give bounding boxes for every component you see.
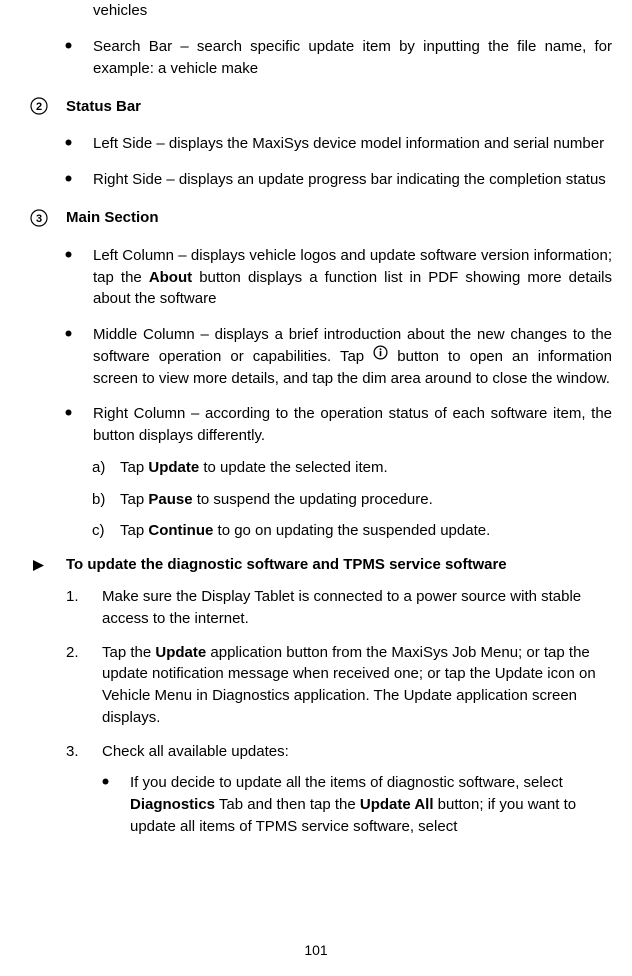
bullet-dot-icon xyxy=(65,403,73,447)
s2-item-0: Left Side – displays the MaxiSys device … xyxy=(93,133,612,155)
s3-left-column-text: Left Column – displays vehicle logos and… xyxy=(93,245,612,310)
bullet-dot-icon xyxy=(65,245,73,310)
triangle-icon xyxy=(32,556,46,576)
bullet-dot-icon xyxy=(65,169,73,191)
step-1-text: Make sure the Display Tablet is connecte… xyxy=(102,586,612,630)
text-span: Tap xyxy=(120,491,148,508)
text-span: Tap xyxy=(120,522,148,539)
sub-item-b: b) Tap Pause to suspend the updating pro… xyxy=(30,489,612,511)
letter-b: b) xyxy=(92,489,120,511)
num-1: 1. xyxy=(66,586,90,630)
continue-bold: Continue xyxy=(148,522,213,539)
step-2: 2. Tap the Update application button fro… xyxy=(30,642,612,729)
procedure-title: To update the diagnostic software and TP… xyxy=(66,556,507,573)
pause-bold: Pause xyxy=(148,491,192,508)
section-2-title: Status Bar xyxy=(66,98,141,115)
list-item: Right Side – displays an update progress… xyxy=(30,169,612,191)
text-span: Tab and then tap the xyxy=(215,796,360,813)
text-span: to update the selected item. xyxy=(199,459,387,476)
list-item: Search Bar – search specific update item… xyxy=(30,36,612,80)
sub-a-text: Tap Update to update the selected item. xyxy=(120,457,612,479)
info-icon xyxy=(373,345,388,367)
nested-item-text: If you decide to update all the items of… xyxy=(130,772,612,837)
svg-text:2: 2 xyxy=(36,101,42,113)
section-3-title: Main Section xyxy=(66,209,159,226)
s2-item-1: Right Side – displays an update progress… xyxy=(93,169,612,191)
letter-c: c) xyxy=(92,520,120,542)
update-all-bold: Update All xyxy=(360,796,434,813)
sub-item-c: c) Tap Continue to go on updating the su… xyxy=(30,520,612,542)
sub-b-text: Tap Pause to suspend the updating proced… xyxy=(120,489,612,511)
num-3: 3. xyxy=(66,741,90,763)
list-item: Right Column – according to the operatio… xyxy=(30,403,612,447)
step-3-text: Check all available updates: xyxy=(102,741,612,763)
bullet-dot-icon xyxy=(102,772,110,837)
s3-right-column-text: Right Column – according to the operatio… xyxy=(93,403,612,447)
page: vehicles Search Bar – search specific up… xyxy=(0,0,632,976)
step-3: 3. Check all available updates: xyxy=(30,741,612,763)
step-1: 1. Make sure the Display Tablet is conne… xyxy=(30,586,612,630)
about-bold: About xyxy=(149,269,192,286)
section-3-header: 3 Main Section xyxy=(30,209,612,227)
bullet-dot-icon xyxy=(65,36,73,80)
vehicles-fragment-text: vehicles xyxy=(93,0,612,22)
update-bold: Update xyxy=(155,644,206,661)
bullet-dot-icon xyxy=(65,324,73,389)
search-bar-text: Search Bar – search specific update item… xyxy=(93,36,612,80)
circled-3-icon: 3 xyxy=(30,209,48,227)
vehicles-fragment-line: vehicles xyxy=(30,0,612,22)
list-item: Left Column – displays vehicle logos and… xyxy=(30,245,612,310)
update-bold: Update xyxy=(148,459,199,476)
s3-middle-column-text: Middle Column – displays a brief introdu… xyxy=(93,324,612,389)
page-number: 101 xyxy=(0,942,632,958)
text-span: to go on updating the suspended update. xyxy=(213,522,490,539)
circled-2-icon: 2 xyxy=(30,97,48,115)
letter-a: a) xyxy=(92,457,120,479)
list-item: Left Side – displays the MaxiSys device … xyxy=(30,133,612,155)
list-item: Middle Column – displays a brief introdu… xyxy=(30,324,612,389)
bullet-dot-icon xyxy=(65,133,73,155)
sub-item-a: a) Tap Update to update the selected ite… xyxy=(30,457,612,479)
sub-c-text: Tap Continue to go on updating the suspe… xyxy=(120,520,612,542)
section-2-header: 2 Status Bar xyxy=(30,97,612,115)
svg-text:3: 3 xyxy=(36,213,42,225)
diagnostics-bold: Diagnostics xyxy=(130,796,215,813)
content-area: vehicles Search Bar – search specific up… xyxy=(20,0,612,838)
text-span: Tap the xyxy=(102,644,155,661)
step-2-text: Tap the Update application button from t… xyxy=(102,642,612,729)
text-span: Tap xyxy=(120,459,148,476)
procedure-header: To update the diagnostic software and TP… xyxy=(30,556,612,576)
text-span: to suspend the updating procedure. xyxy=(193,491,433,508)
text-span: If you decide to update all the items of… xyxy=(130,774,563,791)
num-2: 2. xyxy=(66,642,90,729)
nested-list-item: If you decide to update all the items of… xyxy=(30,772,612,837)
